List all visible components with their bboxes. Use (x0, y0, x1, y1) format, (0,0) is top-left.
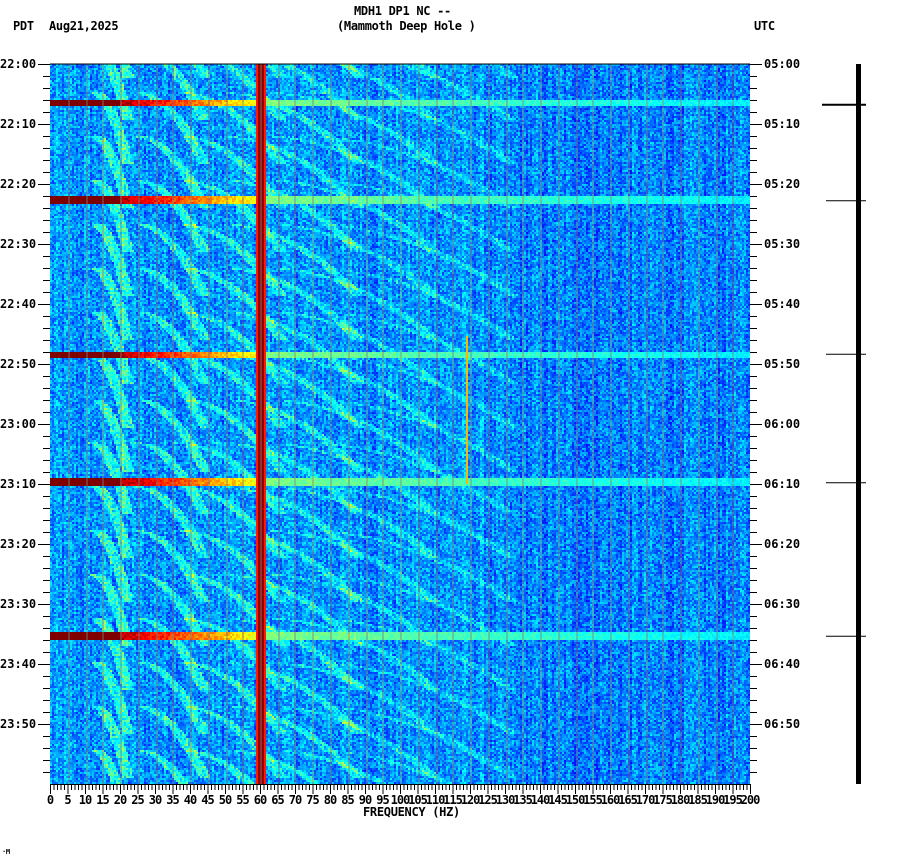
x-tick: 90 (358, 793, 372, 807)
y-tick-left: 22:40 (0, 297, 37, 311)
x-tick: 65 (271, 793, 284, 807)
header-location: (Mammoth Deep Hole ) (337, 19, 476, 33)
y-tick-right: 06:30 (764, 597, 801, 611)
x-tick: 55 (236, 793, 249, 807)
y-tick-right: 06:00 (764, 417, 801, 431)
y-tick-right: 05:20 (764, 177, 801, 191)
y-tick-right: 06:10 (764, 477, 801, 491)
x-tick: 155 (583, 793, 603, 807)
x-tick: 150 (565, 793, 586, 807)
x-tick: 200 (740, 793, 761, 807)
y-tick-left: 22:30 (0, 237, 37, 251)
x-tick: 170 (635, 793, 656, 807)
x-tick: 105 (408, 793, 428, 807)
left-timezone: PDT (13, 19, 34, 33)
date-label: Aug21,2025 (49, 19, 119, 33)
x-tick: 165 (618, 793, 638, 807)
x-tick: 185 (688, 793, 708, 807)
x-tick: 180 (670, 793, 691, 807)
x-tick: 145 (548, 793, 568, 807)
x-tick: 25 (131, 793, 144, 807)
x-tick: 85 (341, 793, 354, 807)
x-tick: 110 (425, 793, 446, 807)
x-tick: 70 (288, 793, 302, 807)
x-tick: 5 (64, 793, 71, 807)
y-tick-right: 06:50 (764, 717, 801, 731)
x-axis-title: FREQUENCY (HZ) (363, 805, 460, 819)
x-tick: 80 (323, 793, 337, 807)
x-tick: 160 (600, 793, 621, 807)
y-tick-left: 23:10 (0, 477, 37, 491)
y-tick-right: 06:40 (764, 657, 801, 671)
y-tick-right: 05:40 (764, 297, 801, 311)
y-tick-left: 22:20 (0, 177, 37, 191)
x-tick: 190 (705, 793, 726, 807)
x-tick: 195 (723, 793, 743, 807)
y-tick-right: 05:00 (764, 57, 801, 71)
x-tick: 10 (78, 793, 92, 807)
x-tick: 120 (460, 793, 481, 807)
x-tick: 20 (113, 793, 127, 807)
x-tick: 100 (390, 793, 411, 807)
x-tick: 30 (148, 793, 162, 807)
y-tick-right: 05:30 (764, 237, 801, 251)
x-tick: 140 (530, 793, 551, 807)
x-tick: 45 (201, 793, 214, 807)
header-station: MDH1 DP1 NC -- (354, 4, 451, 18)
footer-mark: ·M (2, 848, 10, 856)
right-timezone: UTC (754, 19, 775, 33)
y-tick-left: 22:50 (0, 357, 37, 371)
spectrogram-plot (50, 64, 750, 784)
x-tick: 50 (218, 793, 232, 807)
y-tick-right: 05:50 (764, 357, 801, 371)
y-tick-left: 22:00 (0, 57, 37, 71)
x-tick: 35 (166, 793, 179, 807)
x-tick: 15 (96, 793, 109, 807)
x-tick: 40 (183, 793, 197, 807)
y-tick-right: 05:10 (764, 117, 801, 131)
x-tick: 75 (306, 793, 319, 807)
x-tick: 60 (253, 793, 267, 807)
x-tick: 95 (376, 793, 389, 807)
x-tick: 175 (653, 793, 673, 807)
x-tick: 0 (46, 793, 54, 807)
x-tick: 125 (478, 793, 498, 807)
y-tick-right: 06:20 (764, 537, 801, 551)
x-tick: 135 (513, 793, 533, 807)
y-tick-left: 23:20 (0, 537, 37, 551)
y-tick-left: 23:00 (0, 417, 37, 431)
y-tick-left: 22:10 (0, 117, 37, 131)
y-tick-left: 23:50 (0, 717, 37, 731)
x-tick: 130 (495, 793, 516, 807)
x-tick: 115 (443, 793, 463, 807)
y-tick-left: 23:30 (0, 597, 37, 611)
y-tick-left: 23:40 (0, 657, 37, 671)
